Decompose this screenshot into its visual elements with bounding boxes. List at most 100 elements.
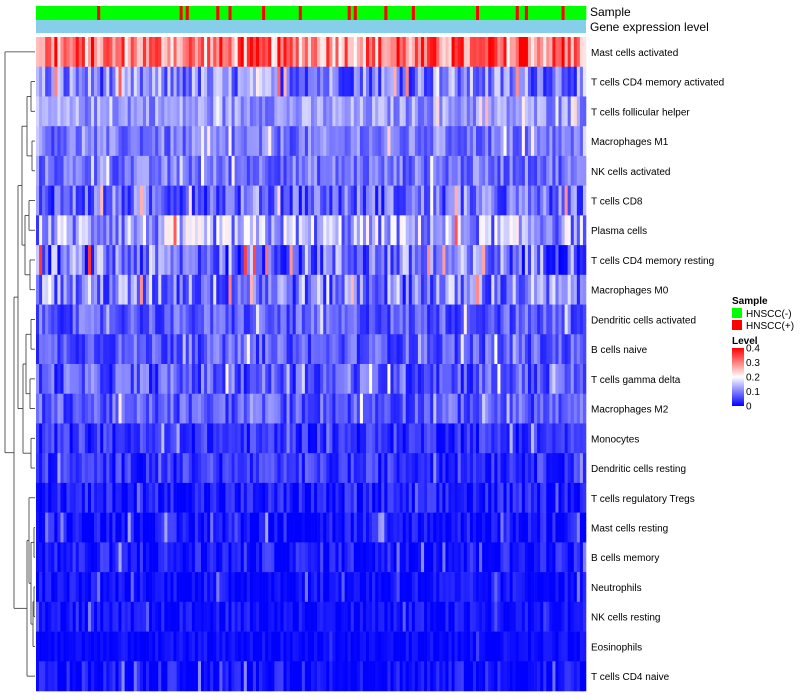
heatmap-cell <box>42 274 46 305</box>
heatmap-cell <box>442 96 446 127</box>
heatmap-cell <box>94 274 98 305</box>
heatmap-cell <box>356 245 361 276</box>
heatmap-cell <box>164 542 168 573</box>
heatmap-cell <box>201 245 205 276</box>
heatmap-cell <box>564 274 568 305</box>
heatmap-cell <box>356 661 361 692</box>
heatmap-cell <box>97 661 101 692</box>
heatmap-cell <box>430 245 434 276</box>
heatmap-cell <box>240 364 245 395</box>
heatmap-cell <box>442 393 446 424</box>
heatmap-cell <box>534 37 538 68</box>
heatmap-cell <box>45 542 49 573</box>
heatmap-cell <box>249 304 254 335</box>
heatmap-cell <box>515 274 520 305</box>
sample-annotation-cell <box>430 6 434 20</box>
heatmap-cell <box>353 542 358 573</box>
heatmap-cell <box>103 631 107 662</box>
heatmap-cell <box>399 66 403 97</box>
heatmap-cell <box>512 393 517 424</box>
heatmap-cell <box>176 542 180 573</box>
heatmap-cell <box>231 37 235 68</box>
heatmap-cell <box>274 96 278 127</box>
heatmap-cell <box>234 185 238 216</box>
heatmap-cell <box>219 601 223 632</box>
heatmap-cell <box>579 274 584 305</box>
heatmap-cell <box>439 155 443 186</box>
heatmap-cell <box>466 96 471 127</box>
heatmap-cell <box>350 512 355 543</box>
sample-annotation-cell <box>57 6 61 20</box>
heatmap-cell <box>280 661 284 692</box>
heatmap-cell <box>307 393 312 424</box>
heatmap-cell <box>366 601 370 632</box>
heatmap-cell <box>164 572 168 603</box>
heatmap-cell <box>344 215 348 246</box>
heatmap-cell <box>142 37 147 68</box>
heatmap-cell <box>274 274 278 305</box>
heatmap-cell <box>482 304 486 335</box>
heatmap-cell <box>277 364 281 395</box>
heatmap-cell <box>133 215 138 246</box>
heatmap-cell <box>555 423 559 454</box>
heatmap-cell <box>451 245 455 276</box>
heatmap-cell <box>173 393 177 424</box>
heatmap-cell <box>188 304 193 335</box>
heatmap-cell <box>216 453 220 484</box>
row-label: Dendritic cells resting <box>591 464 686 475</box>
heatmap-cell <box>112 482 116 513</box>
heatmap-cell <box>36 482 40 513</box>
heatmap-cell <box>127 661 132 692</box>
heatmap-cell <box>210 126 214 157</box>
heatmap-cell <box>317 364 321 395</box>
heatmap-cell <box>414 334 419 365</box>
heatmap-cell <box>72 274 77 305</box>
heatmap-cell <box>567 453 572 484</box>
heatmap-cell <box>161 364 165 395</box>
heatmap-cell <box>51 245 55 276</box>
heatmap-cell <box>136 304 141 335</box>
heatmap-cell <box>152 453 156 484</box>
heatmap-cell <box>378 572 382 603</box>
heatmap-cell <box>479 96 483 127</box>
heatmap-cell <box>546 96 550 127</box>
heatmap-cell <box>463 423 468 454</box>
heatmap-cell <box>179 96 183 127</box>
heatmap-cell <box>393 572 397 603</box>
heatmap-cell <box>118 542 122 573</box>
heatmap-cell <box>219 245 223 276</box>
heatmap-cell <box>228 274 232 305</box>
heatmap-cell <box>97 482 101 513</box>
heatmap-cell <box>146 661 150 692</box>
heatmap-cell <box>219 274 223 305</box>
heatmap-cell <box>433 334 437 365</box>
heatmap-cell <box>433 96 437 127</box>
heatmap-cell <box>252 631 257 662</box>
heatmap-cell <box>540 274 544 305</box>
heatmap-cell <box>424 185 428 216</box>
heatmap-cell <box>576 215 581 246</box>
heatmap-cell <box>262 96 266 127</box>
heatmap-cell <box>54 215 58 246</box>
heatmap-cell <box>509 512 513 543</box>
heatmap-cell <box>320 572 324 603</box>
heatmap-cell <box>301 304 306 335</box>
heatmap-cell <box>469 274 474 305</box>
heatmap-cell <box>191 482 196 513</box>
heatmap-cell <box>390 364 394 395</box>
heatmap-cell <box>78 215 83 246</box>
heatmap-cell <box>582 37 587 68</box>
heatmap-cell <box>534 155 538 186</box>
heatmap-cell <box>152 631 156 662</box>
heatmap-cell <box>387 304 391 335</box>
heatmap-cell <box>552 215 556 246</box>
heatmap-cell <box>500 661 504 692</box>
heatmap-cell <box>124 601 128 632</box>
heatmap-cell <box>252 601 257 632</box>
heatmap-cell <box>57 304 61 335</box>
heatmap-cell <box>362 393 367 424</box>
heatmap-cell <box>387 274 391 305</box>
heatmap-cell <box>479 512 483 543</box>
heatmap-cell <box>252 482 257 513</box>
heatmap-cell <box>362 334 367 365</box>
